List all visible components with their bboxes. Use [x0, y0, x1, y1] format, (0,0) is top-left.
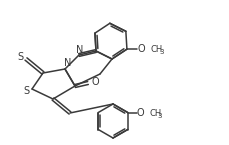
- Text: 3: 3: [158, 113, 162, 118]
- Text: O: O: [91, 77, 99, 87]
- Text: N: N: [64, 58, 72, 68]
- Text: CH: CH: [151, 45, 163, 54]
- Text: CH: CH: [150, 109, 162, 118]
- Text: N: N: [76, 45, 84, 55]
- Text: S: S: [23, 86, 29, 96]
- Text: O: O: [137, 44, 145, 54]
- Text: O: O: [137, 107, 144, 117]
- Text: S: S: [17, 52, 23, 62]
- Text: 3: 3: [159, 49, 164, 55]
